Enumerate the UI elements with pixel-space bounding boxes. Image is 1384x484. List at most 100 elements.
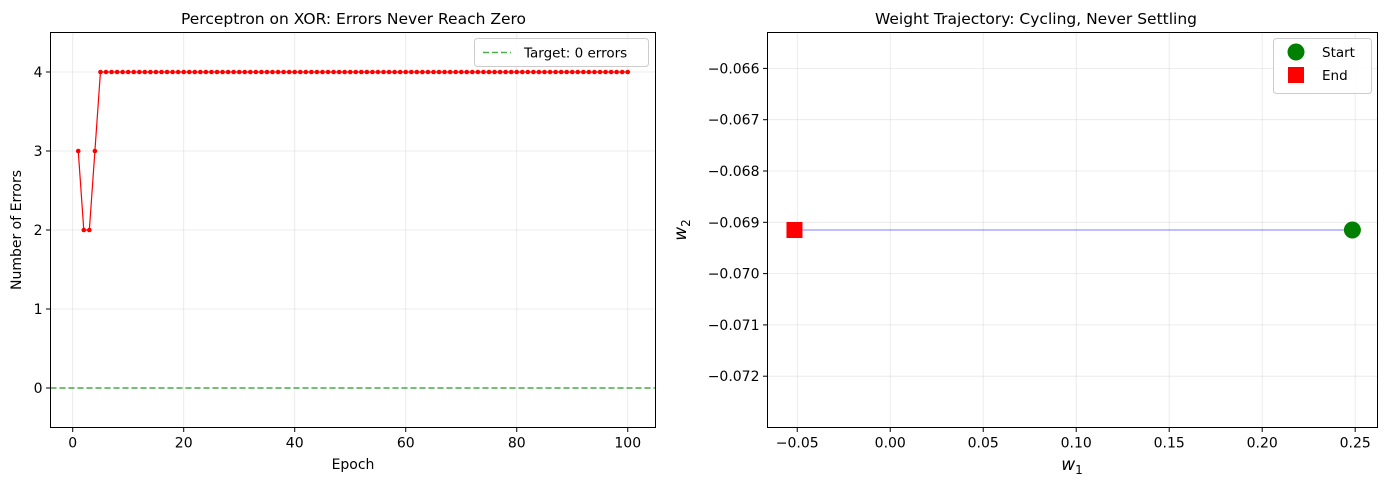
chart2-ylabel-subscript: 2 (679, 219, 693, 227)
chart1-point-82 (525, 69, 531, 75)
chart1-point-5 (98, 69, 103, 75)
chart1-point-53 (364, 69, 370, 75)
chart1-point-29 (231, 69, 236, 75)
chart1-point-35 (264, 69, 270, 75)
errors-chart: Perceptron on XOR: Errors Never Reach Ze… (9, 10, 656, 473)
chart1-point-20 (181, 69, 187, 75)
chart1-ytick-label-3: 3 (34, 144, 43, 160)
chart1-point-16 (159, 69, 164, 75)
chart1-point-26 (214, 69, 220, 75)
chart1-point-99 (619, 69, 625, 75)
chart1-point-73 (475, 69, 481, 75)
chart1-point-60 (403, 69, 409, 75)
chart1-point-27 (220, 69, 225, 75)
chart2-legend-start-label: Start (1322, 45, 1355, 61)
chart1-point-78 (503, 69, 508, 75)
chart1-point-36 (270, 69, 275, 75)
chart1-point-6 (103, 69, 109, 75)
chart1-point-95 (597, 69, 603, 75)
chart1-point-92 (581, 69, 586, 75)
chart1-point-90 (569, 69, 575, 75)
chart1-point-4 (92, 148, 98, 154)
chart2-xtick-label-4: 0.15 (1154, 436, 1185, 452)
chart2-ytick-label-6: −0.072 (708, 369, 760, 385)
chart2-xtick-label-0: −0.05 (776, 436, 819, 452)
chart1-legend-label: Target: 0 errors (523, 46, 627, 62)
chart1-point-86 (547, 69, 553, 75)
chart1-xtick-label-1: 20 (175, 436, 193, 452)
chart2-ytick-label-3: −0.069 (708, 215, 760, 231)
chart1-y-axis: 0 1 2 3 4 (34, 65, 51, 397)
chart1-point-81 (519, 69, 525, 75)
chart2-ytick-label-0: −0.066 (708, 61, 760, 77)
chart1-point-83 (531, 69, 536, 75)
chart1-legend-box (474, 38, 649, 67)
chart2-title: Weight Trajectory: Cycling, Never Settli… (875, 10, 1197, 28)
chart2-ytick-label-5: −0.071 (708, 318, 760, 334)
chart1-point-45 (320, 69, 325, 75)
chart1-point-48 (336, 69, 342, 75)
chart1-x-axis: 0 20 40 60 80 100 (68, 427, 641, 452)
chart1-xtick-label-4: 80 (508, 436, 526, 452)
chart2-xlabel-subscript: 1 (1075, 463, 1083, 477)
chart1-point-49 (342, 69, 347, 75)
chart1-point-100 (625, 69, 631, 75)
chart2-legend-start-marker (1287, 43, 1305, 61)
chart1-point-43 (309, 69, 314, 75)
chart2-xtick-label-1: 0.00 (875, 436, 906, 452)
chart1-point-96 (603, 69, 608, 75)
chart1-point-32 (248, 69, 253, 75)
chart1-point-3 (87, 227, 92, 233)
chart1-point-93 (586, 69, 592, 75)
chart2-legend: Start End (1273, 38, 1372, 94)
chart1-point-72 (470, 69, 475, 75)
chart1-point-8 (114, 69, 120, 75)
chart1-point-50 (347, 69, 353, 75)
chart2-plot-frame (767, 32, 1378, 428)
chart1-point-61 (408, 69, 414, 75)
chart1-grid (50, 32, 656, 428)
chart1-point-23 (198, 69, 203, 75)
chart1-point-7 (109, 69, 114, 75)
chart1-point-91 (575, 69, 581, 75)
chart1-point-80 (514, 69, 520, 75)
weights-chart: Weight Trajectory: Cycling, Never Settli… (671, 10, 1378, 477)
chart1-point-44 (314, 69, 320, 75)
chart1-point-94 (592, 69, 597, 75)
chart1-point-84 (536, 69, 542, 75)
chart2-xtick-label-3: 0.10 (1061, 436, 1092, 452)
chart1-point-30 (236, 69, 242, 75)
chart1-point-10 (125, 69, 131, 75)
chart1-point-13 (142, 69, 148, 75)
chart1-point-51 (353, 69, 359, 75)
chart1-xtick-label-3: 60 (397, 436, 415, 452)
chart1-point-64 (425, 69, 431, 75)
chart1-point-89 (564, 69, 569, 75)
chart1-point-31 (242, 69, 248, 75)
chart1-point-22 (192, 69, 198, 75)
chart1-point-71 (464, 69, 470, 75)
chart1-point-25 (209, 69, 214, 75)
chart1-point-42 (303, 69, 309, 75)
chart1-ylabel: Number of Errors (9, 170, 25, 290)
chart1-point-70 (458, 69, 464, 75)
chart1-point-2 (81, 227, 87, 233)
chart1-point-37 (275, 69, 281, 75)
chart2-xtick-label-6: 0.25 (1340, 436, 1371, 452)
chart1-point-67 (442, 69, 447, 75)
chart1-point-97 (608, 69, 614, 75)
chart1-point-18 (170, 69, 175, 75)
chart1-point-12 (137, 69, 142, 75)
chart1-ytick-label-4: 4 (34, 65, 43, 81)
chart1-point-55 (375, 69, 381, 75)
chart1-point-19 (175, 69, 181, 75)
chart1-point-11 (131, 69, 137, 75)
chart1-point-34 (259, 69, 264, 75)
chart1-point-75 (486, 69, 492, 75)
chart2-start-marker (1343, 221, 1361, 239)
chart1-xtick-label-0: 0 (68, 436, 77, 452)
chart1-point-47 (331, 69, 336, 75)
chart1-point-79 (508, 69, 514, 75)
chart1-point-33 (253, 69, 259, 75)
chart1-point-39 (286, 69, 292, 75)
